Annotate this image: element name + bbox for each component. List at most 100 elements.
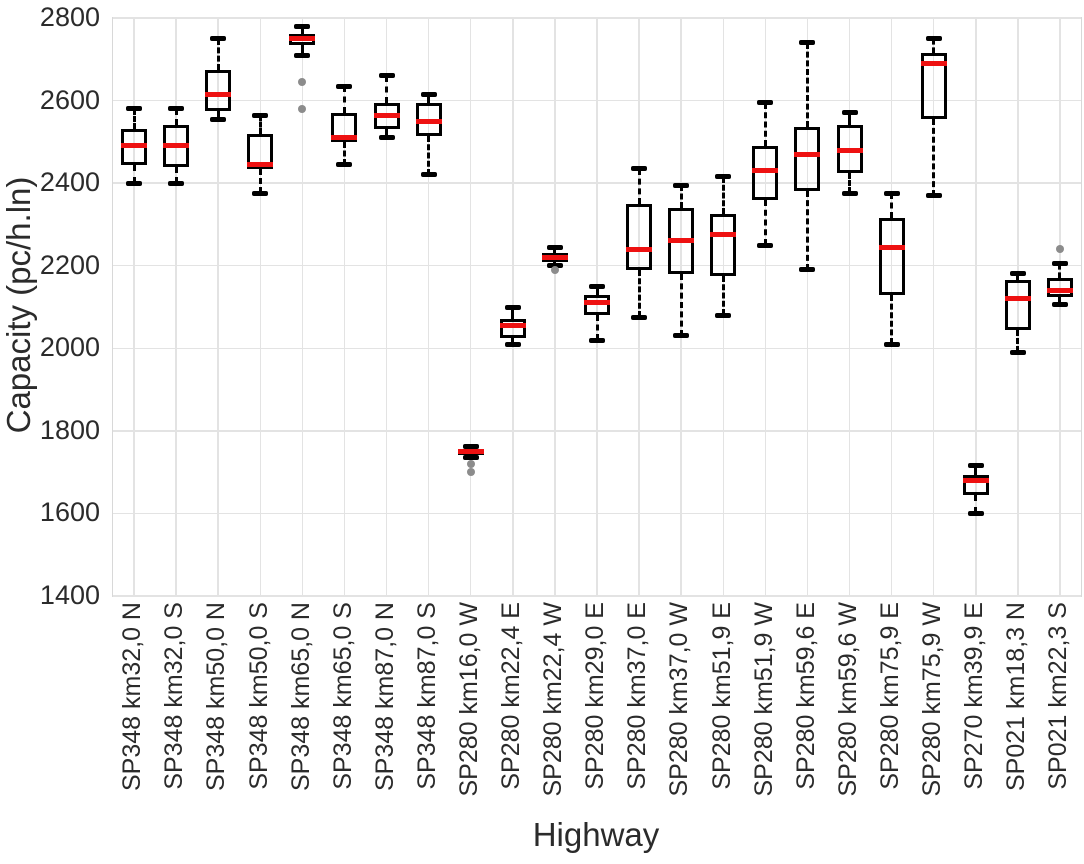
x-gridline xyxy=(764,18,767,596)
whisker-upper xyxy=(595,286,599,295)
x-tick-label: SP280 km59,6 W xyxy=(827,602,871,834)
whisker-cap-upper xyxy=(378,73,395,79)
whisker-lower xyxy=(511,337,515,345)
median-line xyxy=(415,118,442,124)
x-tick-label: SP280 km22,4 E xyxy=(490,602,534,834)
whisker-cap-upper xyxy=(210,36,227,42)
whisker-lower xyxy=(763,199,767,246)
x-tick-label-text: SP280 km22,4 W xyxy=(539,602,568,797)
median-line xyxy=(626,246,653,252)
whisker-cap-upper xyxy=(841,110,858,116)
x-tick-label-text: SP348 km32,0 S xyxy=(160,602,189,790)
whisker-cap-lower xyxy=(336,162,353,168)
x-tick-label-text: SP348 km50,0 N xyxy=(202,602,231,791)
x-tick-label: SP348 km87,0 S xyxy=(406,602,450,834)
x-gridline xyxy=(133,18,135,596)
median-line xyxy=(962,477,989,483)
whisker-lower xyxy=(932,119,936,196)
y-tick-label: 2600 xyxy=(39,84,100,115)
iqr-box xyxy=(710,214,737,277)
whisker-cap-lower xyxy=(420,172,437,178)
whisker-cap-lower xyxy=(631,314,648,320)
x-tick-label-text: SP021 km18,3 N xyxy=(1002,602,1031,791)
whisker-upper xyxy=(763,102,767,146)
x-tick-label-text: SP280 km22,4 E xyxy=(497,602,526,790)
median-line xyxy=(247,162,274,168)
whisker-lower xyxy=(1058,296,1062,305)
whisker-cap-lower xyxy=(883,341,900,347)
x-gridline xyxy=(259,18,262,596)
x-tick-label: SP348 km65,0 S xyxy=(321,602,365,834)
whisker-cap-lower xyxy=(757,242,774,248)
y-tick-label: 2000 xyxy=(39,332,100,363)
y-tick-label: 1400 xyxy=(39,580,100,610)
x-tick-label: SP280 km22,4 W xyxy=(532,602,576,834)
whisker-cap-upper xyxy=(631,166,648,172)
iqr-box xyxy=(247,133,274,169)
median-line xyxy=(541,254,568,260)
whisker-lower xyxy=(1016,329,1020,353)
median-line xyxy=(1046,287,1073,293)
whisker-upper xyxy=(890,193,894,219)
x-tick-label-text: SP280 km16,0 W xyxy=(454,602,483,797)
median-line xyxy=(752,168,779,174)
whisker-lower xyxy=(300,44,304,56)
x-tick-label: SP270 km39,9 E xyxy=(953,602,997,834)
iqr-box xyxy=(331,112,358,142)
x-tick-label: SP348 km32,0 S xyxy=(153,602,197,834)
x-tick-label: SP280 km51,9 W xyxy=(742,602,786,834)
whisker-upper xyxy=(1058,263,1062,279)
whisker-lower xyxy=(637,269,641,318)
x-tick-label-text: SP348 km32,0 N xyxy=(118,602,147,791)
median-line xyxy=(794,151,821,157)
y-axis-label: Capacity (pc/h.ln) xyxy=(0,176,37,434)
x-tick-label-text: SP280 km59,6 E xyxy=(791,602,820,790)
iqr-box xyxy=(920,53,947,120)
x-tick-label-text: SP280 km37,0 W xyxy=(665,602,694,797)
whisker-lower xyxy=(974,494,978,514)
x-tick-label-text: SP280 km59,6 W xyxy=(833,602,862,797)
x-tick-label: SP348 km50,0 N xyxy=(195,602,239,834)
median-line xyxy=(373,112,400,118)
outlier-point xyxy=(298,77,307,86)
median-line xyxy=(205,91,232,97)
whisker-cap-lower xyxy=(799,267,816,273)
whisker-cap-lower xyxy=(210,116,227,122)
median-line xyxy=(878,244,905,250)
x-gridline xyxy=(385,18,388,596)
whisker-upper xyxy=(637,168,641,204)
x-tick-label-text: SP280 km51,9 W xyxy=(749,602,778,797)
outlier-point xyxy=(466,468,475,477)
x-tick-label-text: SP280 km75,9 W xyxy=(917,602,946,797)
x-tick-label-text: SP348 km50,0 S xyxy=(244,602,273,790)
whisker-upper xyxy=(974,465,978,476)
whisker-cap-upper xyxy=(925,36,942,42)
x-tick-label: SP348 km32,0 N xyxy=(111,602,155,834)
whisker-lower xyxy=(890,294,894,345)
median-line xyxy=(121,143,148,149)
x-tick-label: SP280 km75,9 W xyxy=(911,602,955,834)
whisker-lower xyxy=(721,276,725,316)
x-gridline xyxy=(554,18,556,596)
whisker-upper xyxy=(258,115,262,134)
y-tick-label: 2200 xyxy=(39,249,100,280)
x-tick-label: SP348 km65,0 N xyxy=(279,602,323,834)
x-axis-label: Highway xyxy=(532,816,660,853)
whisker-cap-upper xyxy=(168,106,185,112)
x-gridline xyxy=(469,18,472,596)
x-tick-label: SP348 km87,0 N xyxy=(364,602,408,834)
whisker-lower xyxy=(595,315,599,341)
median-line xyxy=(710,232,737,238)
whisker-cap-upper xyxy=(252,112,269,118)
whisker-cap-lower xyxy=(168,180,185,186)
x-tick-label-text: SP021 km22,3 S xyxy=(1044,602,1073,790)
whisker-cap-upper xyxy=(462,443,479,449)
x-gridline xyxy=(848,18,851,596)
whisker-upper xyxy=(385,75,389,103)
x-tick-label-text: SP348 km65,0 S xyxy=(328,602,357,790)
whisker-cap-lower xyxy=(462,455,479,461)
y-tick-label: 1600 xyxy=(39,497,100,528)
whisker-cap-upper xyxy=(673,182,690,188)
median-line xyxy=(331,135,358,141)
whisker-cap-upper xyxy=(715,174,732,180)
